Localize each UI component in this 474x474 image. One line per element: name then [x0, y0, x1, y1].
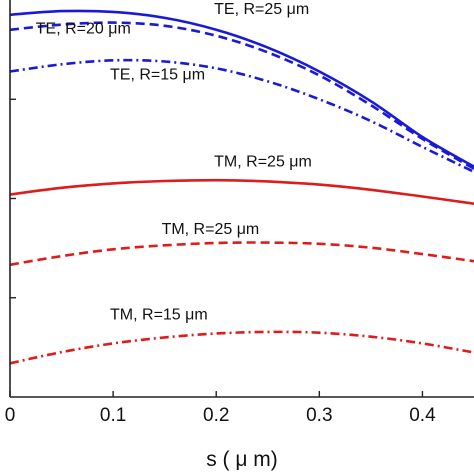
x-tick-label: 0	[5, 405, 16, 426]
annotation-layer: TE, R=25 μm TE, R=20 μm TE, R=15 μm TM, R=2…	[36, 1, 312, 324]
tick-layer: 0 0.1 0.2 0.3 0.4	[5, 98, 436, 426]
series-line-6	[9, 330, 474, 365]
series-line-4	[9, 178, 474, 205]
series-annotation: TE, R=25 μm	[214, 1, 309, 18]
series-line-1	[9, 9, 474, 168]
x-tick-label: 0.1	[100, 405, 126, 426]
x-axis-label: s ( μ m)	[206, 448, 278, 471]
series-layer	[9, 9, 474, 365]
series-line-3	[9, 58, 474, 174]
series-annotation: TE, R=15 μm	[110, 66, 205, 83]
series-line-2	[9, 21, 474, 170]
x-tick-label: 0.3	[306, 405, 332, 426]
series-line-5	[9, 241, 474, 267]
x-tick-label: 0.2	[203, 405, 229, 426]
x-tick-label: 0.4	[409, 405, 436, 426]
series-annotation: TM, R=25 μm	[214, 154, 312, 171]
series-annotation: TM, R=15 μm	[110, 307, 208, 324]
series-annotation: TM, R=25 μm	[162, 221, 260, 238]
series-annotation: TE, R=20 μm	[36, 21, 131, 38]
